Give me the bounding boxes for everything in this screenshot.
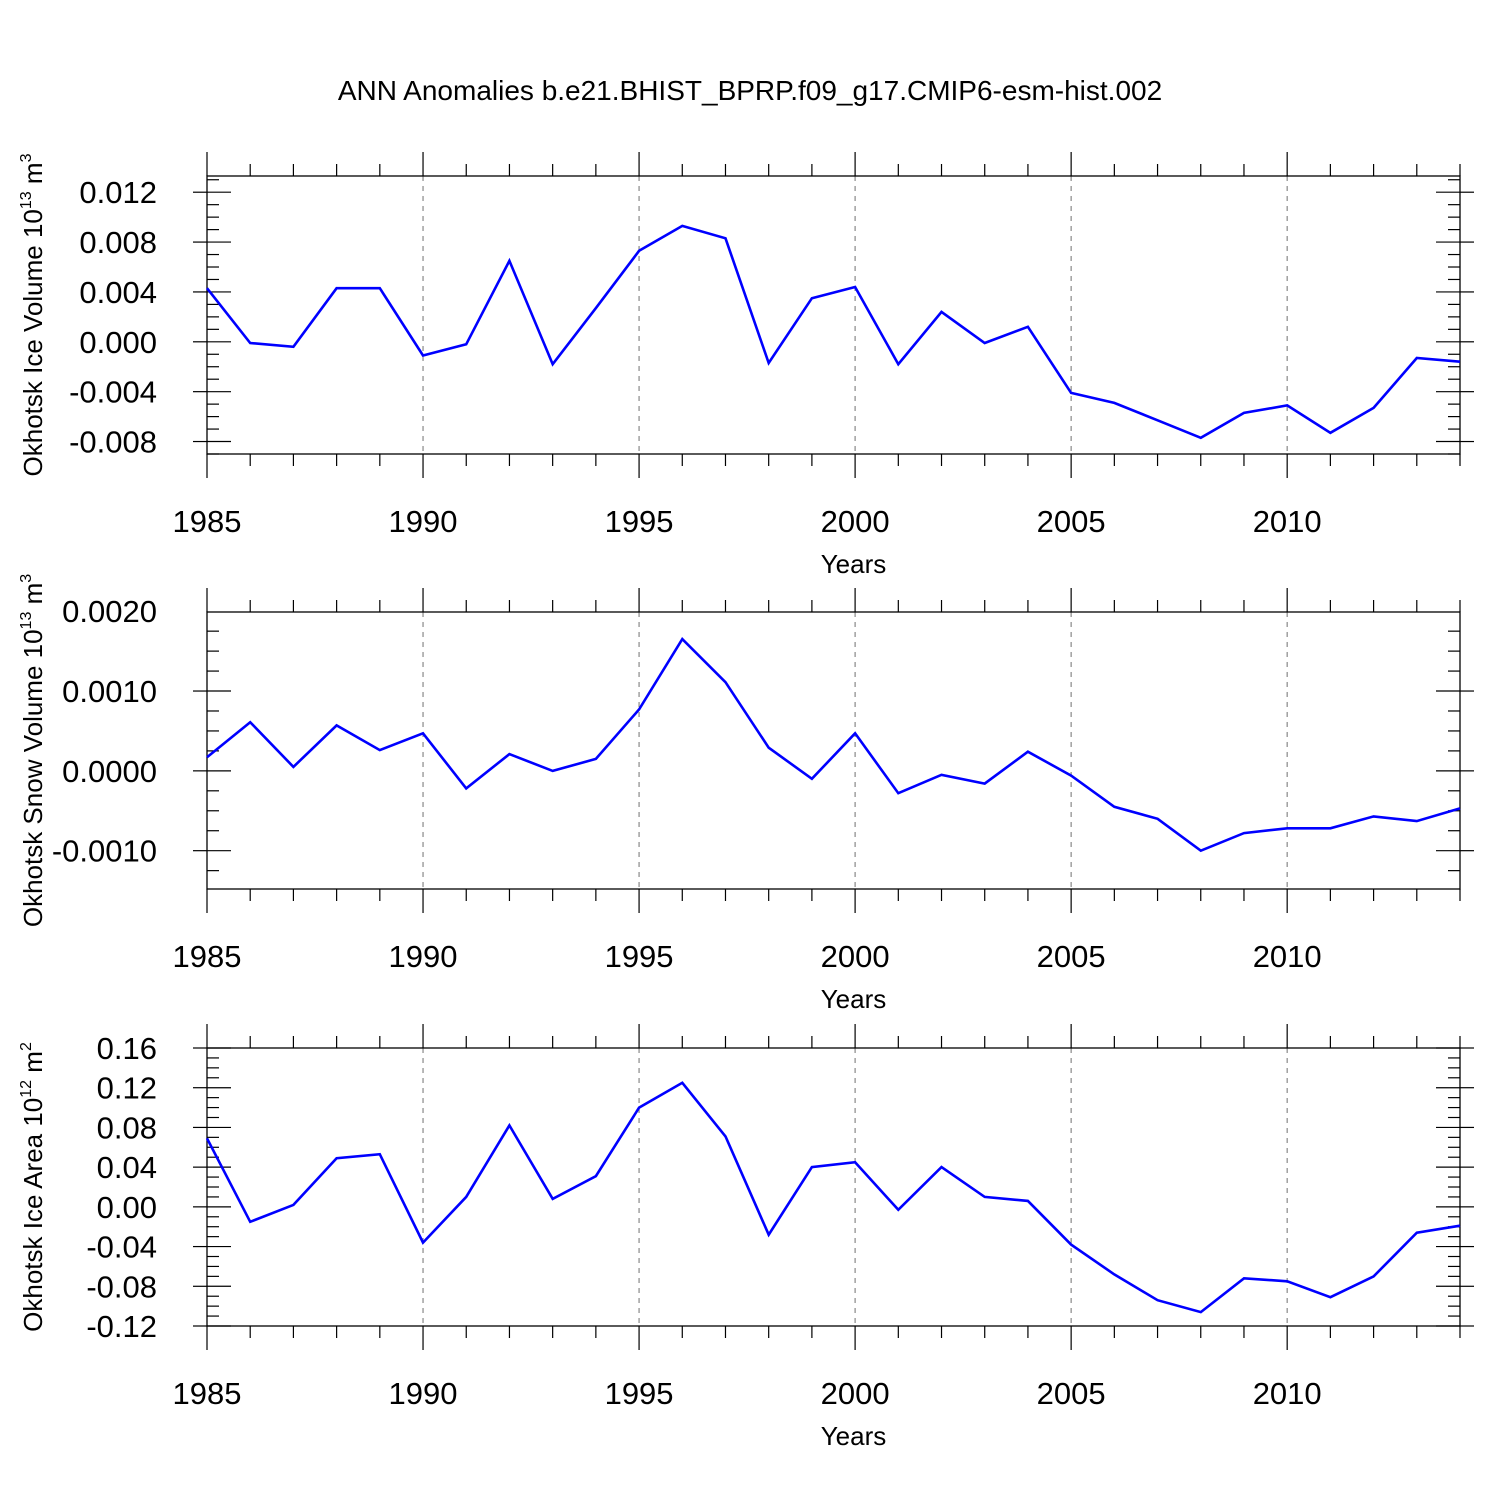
x-tick-label: 2005 [1037, 939, 1106, 974]
x-tick-label: 1995 [605, 939, 674, 974]
x-tick-label: 1990 [389, 1376, 458, 1411]
x-tick-label: 2000 [821, 1376, 890, 1411]
y-tick-label: -0.04 [86, 1230, 157, 1265]
series-line-1 [205, 1081, 1461, 1314]
x-tick-label: 1985 [173, 504, 242, 539]
y-tick-label: 0.008 [79, 225, 157, 260]
y-axis-label: Okhotsk Ice Volume 1013 m3 [18, 153, 48, 476]
y-tick-label: 0.16 [97, 1031, 157, 1066]
x-axis-label: Years [821, 984, 887, 1014]
y-axis-label: Okhotsk Ice Area 1012 m2 [18, 1042, 48, 1332]
y-axis-label: Okhotsk Snow Volume 1013 m3 [18, 574, 48, 927]
y-tick-label: 0.0000 [62, 754, 157, 789]
chart-panel-2: -0.0010 0.0000 0.0010 0.0020 1985 1990 1995 200… [18, 574, 1474, 1014]
plot-frame [206, 611, 1461, 890]
x-tick-label: 2000 [821, 504, 890, 539]
x-axis-label: Years [821, 1421, 887, 1451]
y-tick-label: -0.004 [69, 375, 157, 410]
chart-panel-3: -0.12 -0.08 -0.04 0.00 0.04 0.08 0.12 0.16 1985 1… [18, 1024, 1474, 1451]
series-line-1 [206, 637, 1461, 853]
y-tick-label: 0.08 [97, 1110, 157, 1145]
x-tick-label: 1985 [173, 939, 242, 974]
y-tick-label: 0.004 [79, 275, 157, 310]
y-tick-label: 0.12 [97, 1071, 157, 1106]
plot-frame [206, 175, 1461, 455]
y-tick-label: -0.008 [69, 425, 157, 460]
x-tick-label: 2005 [1037, 504, 1106, 539]
y-tick-label: -0.0010 [52, 834, 157, 869]
x-tick-label: 2010 [1253, 1376, 1322, 1411]
x-tick-label: 1990 [389, 939, 458, 974]
y-tick-label: 0.0020 [62, 594, 157, 629]
y-tick-label: 0.000 [79, 325, 157, 360]
x-tick-label: 2010 [1253, 939, 1322, 974]
panels: -0.008 -0.004 0.000 0.004 0.008 0.012 1985 1990… [18, 152, 1474, 1451]
y-tick-label: -0.08 [86, 1269, 157, 1304]
chart-panel-1: -0.008 -0.004 0.000 0.004 0.008 0.012 1985 1990… [18, 152, 1474, 579]
y-tick-label: 0.012 [79, 175, 157, 210]
y-tick-label: 0.00 [97, 1190, 157, 1225]
series-line-1 [205, 224, 1461, 440]
x-tick-label: 1995 [605, 504, 674, 539]
x-tick-label: 1995 [605, 1376, 674, 1411]
x-axis-label: Years [821, 549, 887, 579]
y-tick-label: 0.0010 [62, 674, 157, 709]
x-tick-label: 1990 [389, 504, 458, 539]
x-tick-label: 2000 [821, 939, 890, 974]
x-tick-label: 1985 [173, 1376, 242, 1411]
y-tick-label: 0.04 [97, 1150, 157, 1185]
x-tick-label: 2005 [1037, 1376, 1106, 1411]
figure-title: ANN Anomalies b.e21.BHIST_BPRP.f09_g17.C… [338, 75, 1162, 106]
y-tick-label: -0.12 [86, 1309, 157, 1344]
x-tick-label: 2010 [1253, 504, 1322, 539]
